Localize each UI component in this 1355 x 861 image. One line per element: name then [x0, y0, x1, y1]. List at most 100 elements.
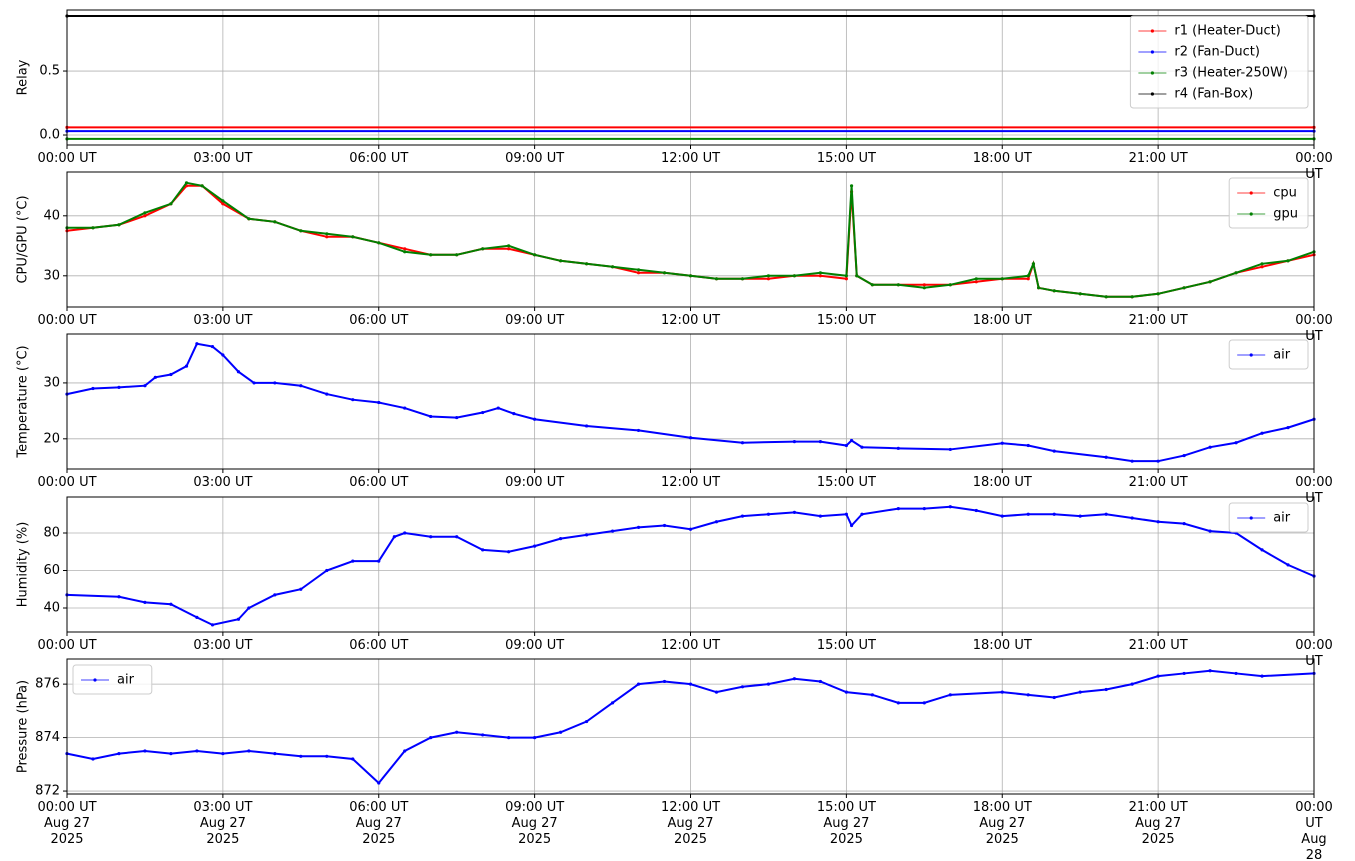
data-point: [273, 752, 277, 756]
data-point: [221, 199, 225, 203]
data-point: [818, 679, 822, 684]
data-point: [974, 277, 978, 281]
data-point: [1286, 563, 1290, 567]
data-point: [792, 510, 797, 514]
x-tick-label: 12:00 UT: [660, 313, 721, 328]
legend-marker: [1150, 29, 1154, 33]
legend: air: [72, 664, 153, 695]
data-point: [1130, 516, 1134, 520]
data-point: [351, 235, 355, 239]
data-point: [299, 754, 303, 758]
data-point: [1026, 443, 1030, 448]
data-point: [636, 428, 641, 433]
data-point: [481, 247, 485, 251]
data-point: [1026, 277, 1030, 281]
y-tick-label: 876: [35, 677, 60, 692]
data-point: [818, 274, 822, 278]
data-point: [636, 271, 641, 275]
x-tick-label: 21:00 UT: [1128, 313, 1188, 328]
x-tick-label: 00:00 UT: [37, 638, 97, 653]
data-point: [377, 241, 381, 245]
data-point: [844, 690, 848, 694]
data-point: [714, 690, 719, 694]
y-axis-label: Humidity (%): [16, 522, 31, 608]
data-point: [1286, 259, 1290, 263]
data-point: [91, 757, 95, 761]
data-point: [636, 525, 641, 529]
x-tick-label: 03:00 UT Aug 27 2025: [193, 800, 253, 847]
data-point: [1260, 265, 1264, 269]
data-point: [507, 244, 511, 248]
data-point: [1130, 459, 1134, 463]
data-point: [273, 381, 277, 385]
data-point: [403, 247, 407, 251]
data-point: [1037, 286, 1041, 290]
data-point: [740, 514, 745, 518]
data-point: [210, 344, 215, 349]
legend-marker: [1249, 212, 1253, 216]
legend: cpu gpu: [1228, 177, 1309, 229]
data-point: [377, 781, 381, 785]
data-point: [351, 398, 355, 402]
y-tick-label: 30: [43, 375, 60, 390]
data-point: [377, 559, 381, 563]
x-tick-label: 18:00 UT: [972, 313, 1032, 328]
data-point: [533, 253, 537, 257]
data-point: [1156, 292, 1160, 296]
data-point: [662, 271, 667, 275]
y-tick-label: 60: [43, 563, 60, 578]
data-point: [766, 512, 771, 516]
x-tick-label: 00:00 UT: [37, 313, 97, 328]
legend-label: air: [117, 673, 135, 688]
x-tick-label: 21:00 UT Aug 27 2025: [1128, 800, 1188, 847]
data-point: [299, 587, 303, 591]
data-point: [688, 436, 693, 440]
data-point: [1260, 262, 1264, 266]
data-point: [844, 274, 848, 278]
x-tick-label: 18:00 UT: [972, 475, 1032, 490]
data-point: [559, 730, 563, 734]
legend-label: r3 (Heater-250W): [1174, 66, 1288, 81]
data-point: [143, 749, 147, 753]
x-tick-label: 00:00 UT: [1295, 475, 1333, 506]
data-point: [247, 749, 251, 753]
x-tick-label: 15:00 UT Aug 27 2025: [816, 800, 876, 847]
data-point: [1182, 671, 1186, 676]
x-tick-label: 09:00 UT: [505, 151, 565, 166]
legend-marker: [1150, 92, 1154, 96]
data-point: [512, 412, 516, 416]
data-point: [143, 384, 147, 388]
data-point: [1052, 289, 1056, 293]
x-tick-label: 15:00 UT: [816, 475, 876, 490]
data-point: [948, 283, 952, 287]
x-tick-label: 09:00 UT Aug 27 2025: [505, 800, 565, 847]
data-point: [184, 364, 189, 368]
data-point: [455, 415, 459, 420]
data-point: [117, 595, 121, 599]
data-point: [455, 535, 459, 539]
data-point: [922, 286, 926, 290]
data-point: [662, 523, 667, 528]
data-point: [351, 559, 355, 563]
x-tick-label: 03:00 UT: [193, 475, 253, 490]
data-point: [844, 443, 848, 448]
data-point: [559, 537, 563, 541]
data-point: [584, 424, 589, 428]
data-point: [195, 615, 199, 619]
x-tick-label: 21:00 UT: [1128, 475, 1188, 490]
data-point: [849, 438, 854, 443]
x-tick-label: 12:00 UT: [660, 475, 721, 490]
data-point: [273, 220, 277, 224]
data-point: [792, 274, 797, 278]
data-point: [1208, 529, 1212, 533]
x-tick-label: 09:00 UT: [505, 475, 565, 490]
data-point: [1078, 292, 1082, 296]
data-point: [221, 202, 225, 206]
legend-label: air: [1273, 348, 1291, 363]
data-point: [1000, 277, 1004, 281]
data-point: [1104, 455, 1108, 459]
data-point: [948, 505, 952, 509]
data-point: [870, 693, 874, 697]
x-tick-label: 00:00 UT: [1295, 638, 1333, 669]
data-point: [1130, 682, 1134, 686]
